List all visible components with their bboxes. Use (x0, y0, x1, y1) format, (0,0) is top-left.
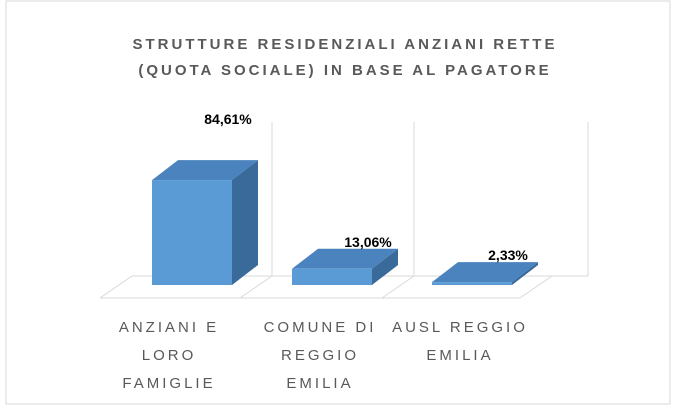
x-tick-label: AUSL REGGIO EMILIA (392, 319, 528, 364)
bar (292, 268, 372, 285)
bar-top (152, 160, 258, 181)
bar-side (512, 262, 538, 285)
bar (432, 282, 512, 285)
bar-top (432, 262, 538, 283)
bar-side (232, 160, 258, 285)
value-label: 2,33% (488, 247, 528, 263)
chart-border (5, 0, 671, 405)
value-label: 84,61% (204, 111, 252, 127)
chart-title: STRUTTURE RESIDENZIALI ANZIANI RETTE (QU… (132, 36, 558, 79)
x-tick-label: COMUNE DI REGGIO EMILIA (263, 319, 377, 392)
bar (152, 180, 232, 285)
bar-side (372, 248, 398, 285)
value-label: 13,06% (344, 234, 392, 250)
bar-top (292, 248, 398, 269)
x-tick-label: ANZIANI E LORO FAMIGLIE (118, 319, 220, 392)
